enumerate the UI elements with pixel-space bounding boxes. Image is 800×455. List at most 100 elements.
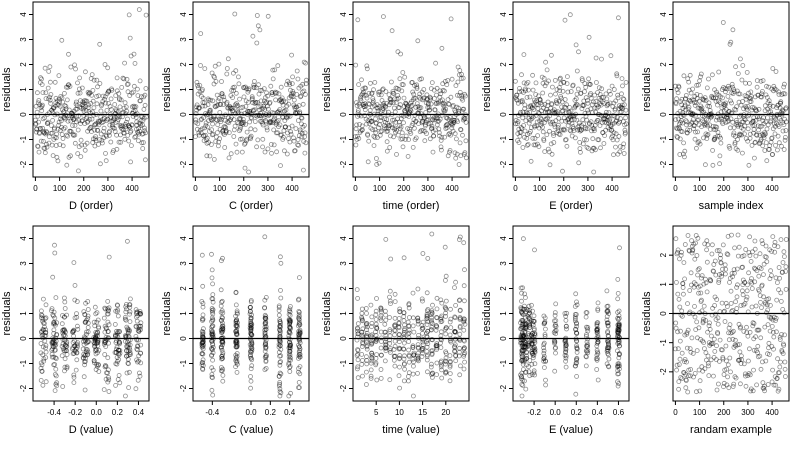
data-point — [439, 134, 445, 140]
data-point — [609, 83, 615, 89]
data-point — [757, 114, 762, 120]
data-point — [61, 114, 67, 120]
data-point — [104, 108, 110, 113]
data-point — [239, 120, 245, 126]
data-point — [355, 295, 361, 301]
data-point — [395, 49, 401, 55]
data-point — [461, 327, 467, 333]
data-point — [692, 100, 697, 105]
data-point — [711, 95, 716, 101]
data-point — [555, 125, 561, 130]
data-point — [77, 75, 82, 81]
data-point — [127, 328, 133, 334]
data-point — [209, 251, 214, 257]
data-point — [513, 121, 519, 127]
data-point — [392, 315, 398, 321]
x-tick-label: 400 — [445, 184, 459, 193]
data-point — [396, 119, 402, 125]
data-point — [240, 104, 246, 110]
data-point — [722, 262, 728, 268]
x-tick-label: 300 — [101, 184, 115, 193]
data-point — [238, 105, 244, 111]
data-point — [582, 89, 587, 94]
data-point — [55, 98, 60, 104]
data-point — [406, 137, 412, 143]
data-point — [778, 298, 784, 304]
data-point — [410, 363, 416, 369]
data-point — [687, 122, 693, 128]
data-point — [87, 90, 93, 96]
data-point — [714, 91, 720, 97]
data-point — [133, 314, 139, 320]
data-point — [544, 80, 549, 86]
data-point — [621, 97, 627, 102]
data-point — [581, 136, 587, 142]
data-point — [256, 112, 262, 118]
data-point — [284, 82, 289, 87]
data-point — [209, 127, 215, 133]
data-point — [765, 122, 771, 128]
data-point — [206, 97, 212, 103]
data-point — [614, 118, 619, 124]
data-point — [394, 127, 400, 133]
data-point — [42, 150, 48, 156]
data-point — [412, 137, 418, 143]
data-point — [457, 234, 463, 240]
data-point — [537, 118, 542, 124]
data-point — [406, 339, 412, 344]
data-point — [779, 143, 784, 149]
data-point — [562, 97, 568, 102]
data-point — [768, 119, 773, 125]
data-point — [601, 141, 607, 146]
data-point — [101, 135, 107, 141]
data-point — [745, 126, 751, 132]
data-point — [688, 110, 694, 116]
data-point — [437, 88, 443, 94]
y-tick-label: -1 — [499, 135, 508, 143]
data-point — [450, 103, 456, 108]
data-point — [374, 377, 380, 383]
data-point — [224, 66, 230, 71]
data-point — [53, 95, 59, 101]
data-point — [613, 98, 619, 104]
y-tick-label: 0 — [339, 336, 348, 341]
data-point — [210, 116, 216, 122]
data-point — [105, 319, 111, 325]
data-point — [529, 113, 534, 119]
data-point — [239, 111, 245, 117]
y-tick-label: -1 — [19, 135, 28, 143]
data-point — [114, 346, 119, 352]
data-point — [772, 131, 778, 137]
data-point — [43, 330, 49, 336]
data-point — [756, 141, 762, 147]
data-point — [406, 370, 412, 376]
data-point — [613, 119, 619, 124]
data-point — [674, 96, 679, 102]
data-point — [117, 114, 123, 120]
data-point — [747, 346, 752, 352]
data-point — [560, 168, 565, 174]
data-point — [49, 107, 54, 113]
data-point — [434, 100, 440, 106]
data-point — [369, 104, 375, 110]
data-point — [454, 92, 460, 98]
data-point — [260, 105, 266, 111]
data-point — [374, 296, 379, 301]
data-point — [399, 113, 405, 118]
x-tick-label: 0 — [353, 184, 358, 193]
data-point — [220, 255, 225, 261]
data-point — [548, 92, 553, 98]
data-point — [574, 91, 580, 97]
data-point — [40, 335, 46, 341]
data-point — [398, 51, 404, 57]
data-point — [581, 98, 587, 104]
data-point — [384, 117, 390, 122]
data-point — [52, 250, 58, 256]
data-point — [581, 121, 586, 127]
data-point — [62, 314, 67, 320]
data-point — [101, 128, 106, 134]
data-point — [530, 72, 535, 78]
data-point — [203, 120, 209, 126]
data-point — [396, 105, 402, 110]
data-point — [615, 92, 620, 98]
